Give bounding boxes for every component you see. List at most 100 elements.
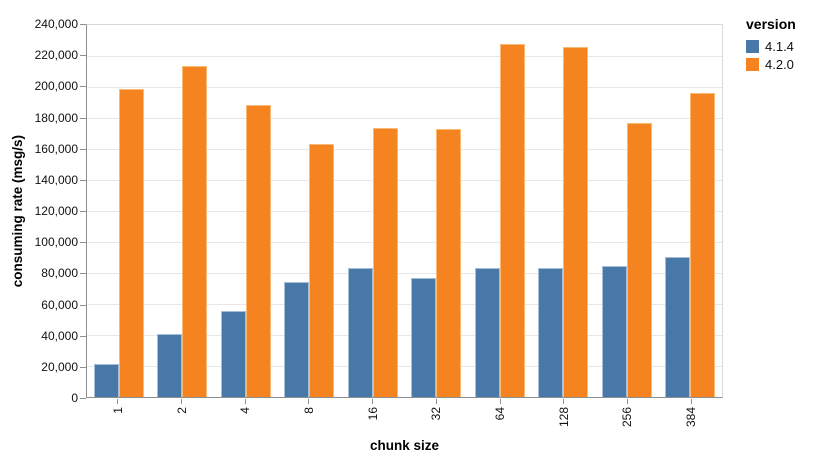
legend-swatch-4.1.4 xyxy=(746,40,759,53)
x-tick-mark xyxy=(690,399,692,404)
x-tick-slot xyxy=(405,399,469,404)
y-tick-label-180000: 180,000 xyxy=(34,110,78,125)
gridline xyxy=(87,273,722,275)
bar-4.1.4-chunk-384 xyxy=(665,256,691,397)
plot-area xyxy=(86,24,723,398)
legend-label-4.1.4: 4.1.4 xyxy=(765,39,794,54)
y-tick-mark xyxy=(80,55,86,57)
y-tick-mark xyxy=(80,304,86,306)
gridline xyxy=(87,304,722,305)
x-tick-mark xyxy=(117,399,119,404)
legend-items: 4.1.4 4.2.0 xyxy=(746,39,818,72)
y-tick-label-140000: 140,000 xyxy=(34,172,78,187)
x-tick-slot xyxy=(86,399,150,404)
bar-4.2.0-chunk-128 xyxy=(563,47,589,397)
x-tick-label-384: 384 xyxy=(684,407,699,428)
bar-group-128 xyxy=(532,25,596,397)
bar-4.2.0-chunk-8 xyxy=(309,143,335,397)
y-tick-mark xyxy=(80,273,86,275)
y-tick-label-20000: 20,000 xyxy=(41,359,78,374)
y-tick-mark xyxy=(80,148,86,150)
gridline xyxy=(87,335,722,337)
x-tick-mark xyxy=(181,399,183,404)
bar-4.2.0-chunk-384 xyxy=(690,93,716,397)
bar-4.1.4-chunk-8 xyxy=(284,282,310,397)
bar-4.1.4-chunk-1 xyxy=(93,364,119,397)
x-tick-label-128: 128 xyxy=(556,407,571,428)
bar-4.2.0-chunk-256 xyxy=(626,123,652,397)
x-tick-mark xyxy=(626,399,628,404)
gridline xyxy=(87,87,722,88)
bar-group-1 xyxy=(87,25,151,397)
legend: version 4.1.4 4.2.0 xyxy=(746,16,818,75)
bar-4.2.0-chunk-2 xyxy=(182,66,208,397)
gridline xyxy=(87,211,722,212)
bars-container xyxy=(87,25,722,397)
bar-4.1.4-chunk-4 xyxy=(220,310,246,397)
x-tick-mark xyxy=(563,399,565,404)
legend-title: version xyxy=(746,16,796,32)
x-tick-mark xyxy=(499,399,501,404)
y-tick-label-40000: 40,000 xyxy=(41,328,78,343)
y-tick-mark xyxy=(80,179,86,181)
bar-group-16 xyxy=(341,25,405,397)
gridline xyxy=(87,149,722,151)
y-tick-label-120000: 120,000 xyxy=(34,204,78,218)
y-axis-tick-marks xyxy=(80,24,86,399)
bar-4.2.0-chunk-1 xyxy=(118,88,144,397)
bar-4.2.0-chunk-64 xyxy=(499,43,525,397)
x-tick-label-4: 4 xyxy=(238,407,253,414)
y-tick-mark xyxy=(80,366,86,368)
x-tick-mark xyxy=(435,399,437,404)
x-tick-slot xyxy=(596,399,660,404)
x-tick-mark xyxy=(372,399,374,404)
x-axis-tick-marks xyxy=(86,399,723,404)
x-axis-title: chunk size xyxy=(369,438,440,453)
bar-4.2.0-chunk-32 xyxy=(436,128,462,397)
x-tick-slot xyxy=(659,399,723,404)
gridline xyxy=(87,118,722,119)
legend-item-4.1.4: 4.1.4 xyxy=(746,39,818,54)
y-tick-mark xyxy=(80,24,86,25)
x-tick-slot xyxy=(341,399,405,404)
y-axis-tick-labels: 0 20,000 40,000 60,000 80,000 100,000 120,000 1… xyxy=(0,17,78,405)
x-tick-label-16: 16 xyxy=(365,407,380,421)
bar-4.2.0-chunk-16 xyxy=(372,128,398,397)
gridline xyxy=(87,180,722,181)
gridline xyxy=(87,242,722,243)
bar-4.2.0-chunk-4 xyxy=(245,104,271,397)
y-tick-label-0: 0 xyxy=(71,391,78,405)
bar-group-4 xyxy=(214,25,278,397)
legend-item-4.2.0: 4.2.0 xyxy=(746,57,818,72)
x-tick-slot xyxy=(277,399,341,404)
bar-group-32 xyxy=(405,25,469,397)
x-tick-label-1: 1 xyxy=(110,407,125,414)
bar-4.1.4-chunk-256 xyxy=(601,266,627,397)
y-tick-mark xyxy=(80,86,86,88)
bar-group-384 xyxy=(659,25,723,397)
x-tick-slot xyxy=(213,399,277,404)
x-tick-label-8: 8 xyxy=(301,407,316,414)
x-tick-label-2: 2 xyxy=(174,407,189,414)
x-tick-mark xyxy=(244,399,246,404)
y-tick-label-240000: 240,000 xyxy=(34,17,78,31)
bar-4.1.4-chunk-64 xyxy=(474,267,500,397)
y-tick-label-220000: 220,000 xyxy=(34,48,78,63)
x-tick-label-64: 64 xyxy=(493,407,508,421)
bar-group-2 xyxy=(151,25,215,397)
y-tick-label-160000: 160,000 xyxy=(34,141,78,156)
y-tick-mark xyxy=(80,398,86,399)
gridline xyxy=(87,56,722,57)
legend-label-4.2.0: 4.2.0 xyxy=(765,57,794,72)
x-tick-slot xyxy=(532,399,596,404)
y-tick-mark xyxy=(80,242,86,244)
bar-4.1.4-chunk-32 xyxy=(411,278,437,397)
bar-group-8 xyxy=(278,25,342,397)
bar-4.1.4-chunk-16 xyxy=(347,268,373,397)
bar-4.1.4-chunk-128 xyxy=(538,268,564,397)
x-tick-slot xyxy=(150,399,214,404)
x-axis-tick-labels: 1 2 4 8 16 32 64 128 256 384 xyxy=(86,407,723,435)
x-tick-mark xyxy=(308,399,310,404)
bar-4.1.4-chunk-2 xyxy=(157,334,183,397)
